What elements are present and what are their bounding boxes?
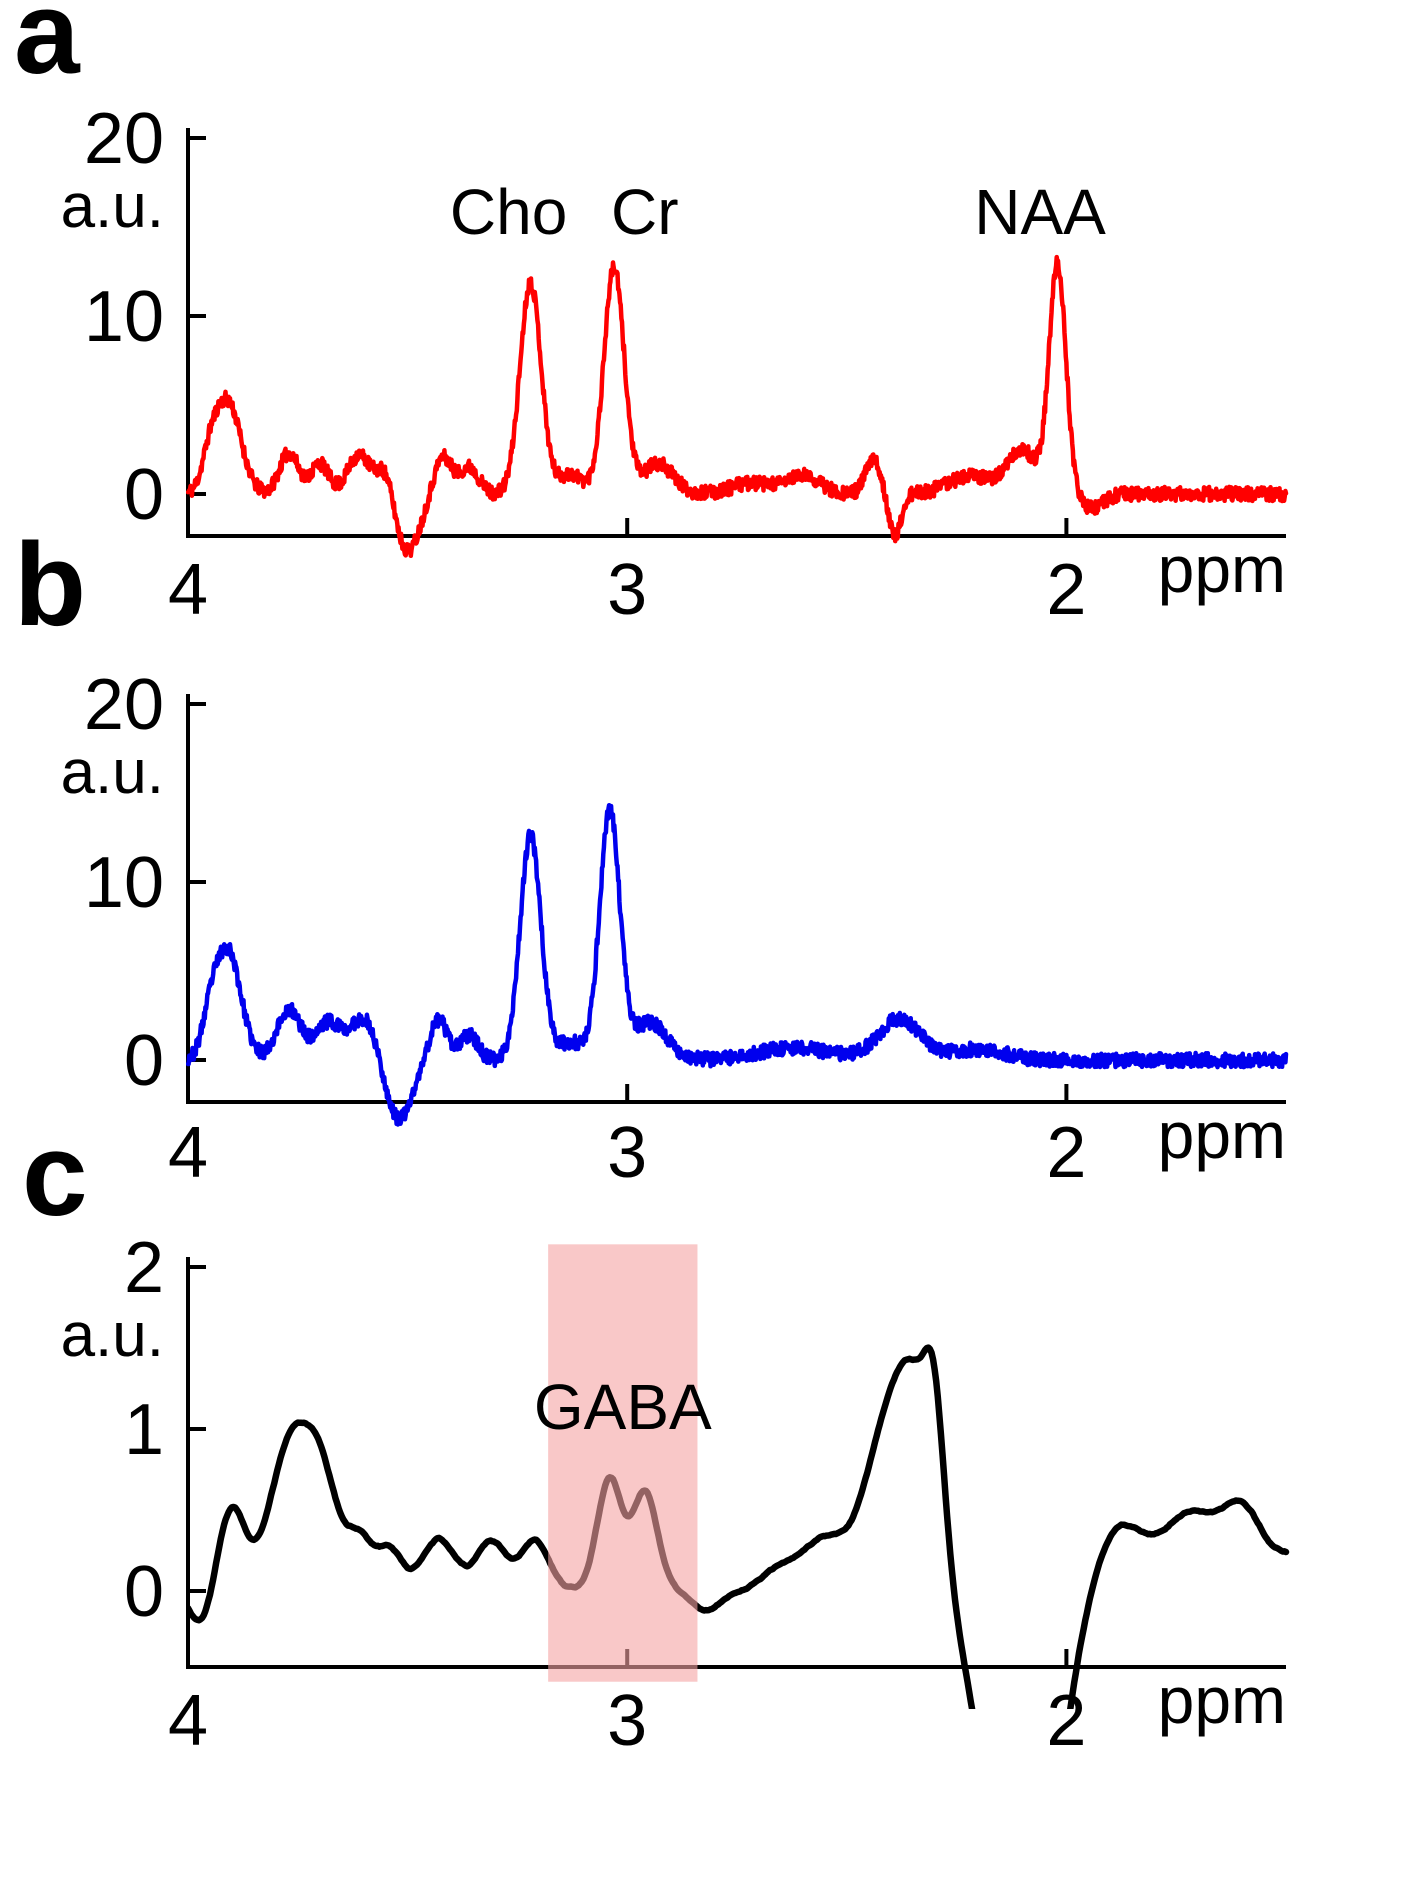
spectrum-line-b [186, 802, 1289, 1127]
x-tick-label: 4 [168, 1681, 208, 1761]
y-tick-label: 10 [84, 843, 164, 923]
y-tick-label: 0 [124, 1021, 164, 1101]
y-axis-unit: a.u. [61, 1301, 164, 1370]
y-tick-label: 2 [124, 1228, 164, 1308]
x-tick-label: 3 [607, 1113, 647, 1193]
y-tick-label: 10 [84, 277, 164, 357]
axes-c [186, 1257, 1286, 1669]
axes-b [186, 694, 1286, 1104]
y-axis-unit: a.u. [61, 738, 164, 807]
x-axis-unit: ppm [1158, 532, 1286, 606]
annotation-naa: NAA [974, 176, 1106, 248]
y-tick-label: 20 [84, 99, 164, 179]
y-tick-label: 0 [124, 1552, 164, 1632]
annotation-cho: Cho [450, 176, 567, 248]
panel-label-c: c [22, 1109, 88, 1241]
panel-label-a: a [14, 0, 80, 99]
panel-b: 0 10 20a.u. 4 3 2 ppm [61, 665, 1289, 1193]
y-tick-label: 20 [84, 665, 164, 745]
x-tick-label: 3 [607, 1681, 647, 1761]
x-tick-label: 2 [1046, 550, 1086, 630]
x-tick-label: 3 [607, 550, 647, 630]
annotation-cr: Cr [611, 176, 679, 248]
x-tick-label: 4 [168, 550, 208, 630]
x-axis-unit: ppm [1158, 1098, 1286, 1172]
x-axis-unit: ppm [1158, 1663, 1286, 1737]
annotation-gaba: GABA [534, 1371, 712, 1443]
gaba-highlight-band [548, 1244, 698, 1682]
panel-a: 0 10 20a.u. 4 3 2 ppm Cho Cr NAA [61, 99, 1289, 630]
x-tick-label: 2 [1046, 1681, 1086, 1761]
y-tick-label: 0 [124, 455, 164, 535]
spectrum-line-c [186, 1344, 1290, 1709]
y-axis-unit: a.u. [61, 172, 164, 241]
panel-label-b: b [14, 519, 87, 651]
y-tick-label: 1 [124, 1390, 164, 1470]
x-tick-label: 4 [168, 1113, 208, 1193]
axes-a [186, 128, 1286, 538]
x-tick-label: 2 [1046, 1113, 1086, 1193]
spectrum-line-a [186, 254, 1289, 559]
